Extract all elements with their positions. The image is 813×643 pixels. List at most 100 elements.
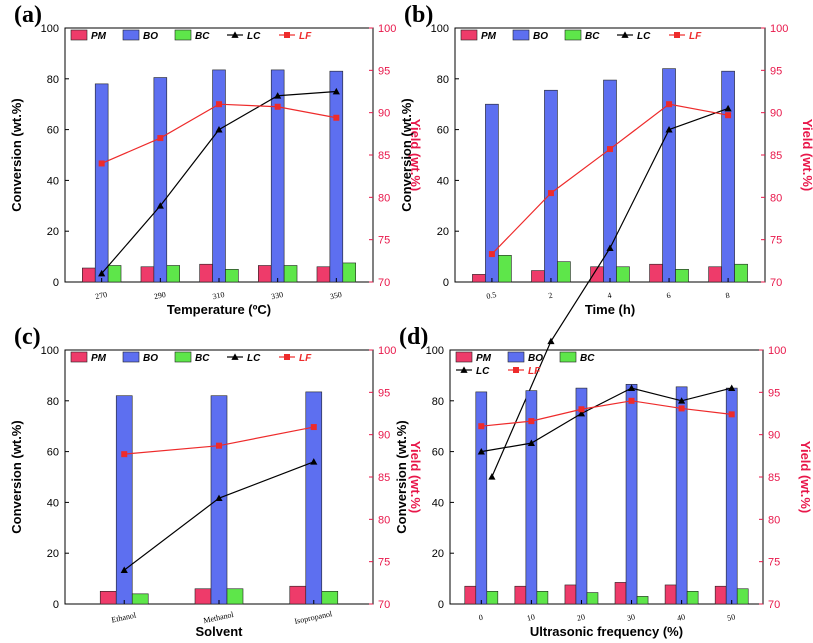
panel-a-legend-pm-swatch xyxy=(70,29,88,41)
panel-d-ylabel: Conversion (wt.%) xyxy=(394,420,409,533)
panel-d-bar-pm xyxy=(714,585,727,605)
panel-a-ytick-label: 0 xyxy=(53,277,59,289)
panel-a-ytick-label: 100 xyxy=(41,23,59,35)
panel-d-line-lc xyxy=(481,387,732,453)
panel-b-ytick-label: 20 xyxy=(437,226,449,238)
panel-a-xtick-label: 350 xyxy=(329,290,343,301)
panel-c-y2label: Yield (wt.%) xyxy=(408,441,423,513)
panel-d-xtick-label: 40 xyxy=(676,612,686,622)
panel-d-bar-bc xyxy=(686,590,699,605)
panel-c-bar-bc xyxy=(131,593,149,605)
panel-c-ytick-label: 0 xyxy=(53,599,59,611)
panel-a-legend-bc-swatch xyxy=(174,29,192,41)
panel-d-xtick-label: 30 xyxy=(626,612,636,622)
panel-a-point-lc xyxy=(332,87,340,95)
panel-b-point-lf xyxy=(607,146,613,153)
panel-d-y2tick-label: 70 xyxy=(768,599,780,611)
panel-a-legend-bc-label: BC xyxy=(195,31,210,42)
panel-b-legend-pm-swatch xyxy=(460,29,478,41)
panel-b-y2tick-label: 85 xyxy=(770,150,782,162)
panel-a-point-lc xyxy=(274,92,282,99)
panel-d-bar-bc xyxy=(636,596,649,605)
panel-c-y2tick-label: 100 xyxy=(378,345,396,357)
panel-b-bar-bc xyxy=(498,255,512,283)
panel-c-ytick-label: 40 xyxy=(47,497,59,509)
panel-d-point-lc xyxy=(577,409,586,417)
panel-d-xtick-label: 20 xyxy=(576,612,586,622)
panel-b-point-lf xyxy=(725,112,732,119)
panel-d-bar-bo xyxy=(675,386,688,605)
panel-a-label: (a) xyxy=(14,2,42,28)
panel-a-bar-bc xyxy=(283,265,298,283)
panel-d-point-lf xyxy=(578,406,585,413)
panel-b-xlabel: Time (h) xyxy=(585,302,635,317)
panel-b-y2tick-label: 70 xyxy=(770,277,782,289)
panel-a-bar-pm xyxy=(140,266,155,283)
panel-b-bar-bo xyxy=(662,68,676,283)
panel-d-point-lc xyxy=(678,397,686,404)
panel-d-bar-bo xyxy=(625,383,638,605)
panel-b-point-lc xyxy=(488,473,496,480)
panel-d-xtick-label: 50 xyxy=(726,612,736,622)
panel-c-y2tick-label: 80 xyxy=(378,514,390,526)
panel-d-y2tick-label: 95 xyxy=(768,387,780,399)
panel-a-y2tick-label: 100 xyxy=(378,23,396,35)
panel-c-bar-bc xyxy=(321,590,339,605)
panel-c-xtick-label: Ethanol xyxy=(111,610,138,624)
panel-b-legend-pm-label: PM xyxy=(481,31,497,42)
panel-d-point-lc xyxy=(728,384,736,391)
panel-b-bar-pm xyxy=(531,270,545,283)
panel-d-frame xyxy=(449,349,764,605)
panel-a-ytick-label: 40 xyxy=(47,175,59,187)
panel-a-bar-bo xyxy=(329,70,344,283)
panel-a-xtick-label: 330 xyxy=(270,290,284,301)
panel-b-xtick-label: 8 xyxy=(725,291,731,301)
panel-c-bar-bc xyxy=(226,588,244,605)
panel-a-bar-pm xyxy=(82,267,96,283)
panel-a-point-lc xyxy=(156,202,164,209)
panel-b-y2tick-label: 75 xyxy=(770,235,782,247)
panel-b-legend-bc-label: BC xyxy=(585,31,600,42)
panel-c-legend-lc-marker xyxy=(231,353,239,360)
panel-d-bar-pm xyxy=(514,585,527,605)
panel-b-bar-pm xyxy=(472,274,486,283)
panel-d-ytick-label: 80 xyxy=(432,396,444,408)
panel-b-ytick-label: 80 xyxy=(437,74,449,86)
panel-d-y2tick-label: 85 xyxy=(768,472,780,484)
panel-d-y2tick-label: 75 xyxy=(768,557,780,569)
panel-d-bar-pm xyxy=(614,582,627,605)
panel-a-bar-pm xyxy=(258,265,272,283)
panel-a-y2tick-label: 85 xyxy=(378,150,390,162)
panel-c-legend-lc-label: LC xyxy=(247,353,261,364)
panel-d-point-lf xyxy=(478,423,485,430)
panel-d-point-lf xyxy=(728,411,735,418)
panel-c-ytick-label: 100 xyxy=(41,345,59,357)
panel-b-point-lc xyxy=(724,104,732,112)
panel-b-bar-bc xyxy=(734,263,748,283)
panel-b-legend-bo-label: BO xyxy=(533,31,548,42)
panel-a-point-lf xyxy=(157,135,164,142)
panel-b-xtick-label: 4 xyxy=(607,291,613,301)
panel-b-y2label: Yield (wt.%) xyxy=(800,119,813,191)
panel-a-y2tick-label: 75 xyxy=(378,235,390,247)
panel-d-ytick-label: 40 xyxy=(432,497,444,509)
panel-b-bar-bc xyxy=(616,266,630,283)
panel-d-label: (d) xyxy=(399,324,428,350)
panel-b-ytick-label: 60 xyxy=(437,125,449,137)
panel-a-bar-bc xyxy=(166,265,180,283)
panel-b-bar-pm xyxy=(649,263,663,283)
panel-c-label: (c) xyxy=(14,324,41,350)
panel-c-y2tick-label: 90 xyxy=(378,430,390,442)
panel-c-bar-pm xyxy=(289,585,307,605)
panel-c-bar-pm xyxy=(194,588,212,605)
panel-a-bar-bc xyxy=(225,268,239,283)
panel-d-point-lc xyxy=(527,439,535,447)
panel-a-y2tick-label: 80 xyxy=(378,192,390,204)
panel-b-bar-bo xyxy=(721,70,735,283)
panel-a-xtick-label: 270 xyxy=(94,290,108,301)
panel-b-ylabel: Conversion (wt.%) xyxy=(399,98,414,211)
panel-d-xlabel: Ultrasonic frequency (%) xyxy=(530,624,683,639)
panel-a-point-lc xyxy=(215,126,223,133)
panel-a-legend-lc-label: LC xyxy=(247,31,261,42)
